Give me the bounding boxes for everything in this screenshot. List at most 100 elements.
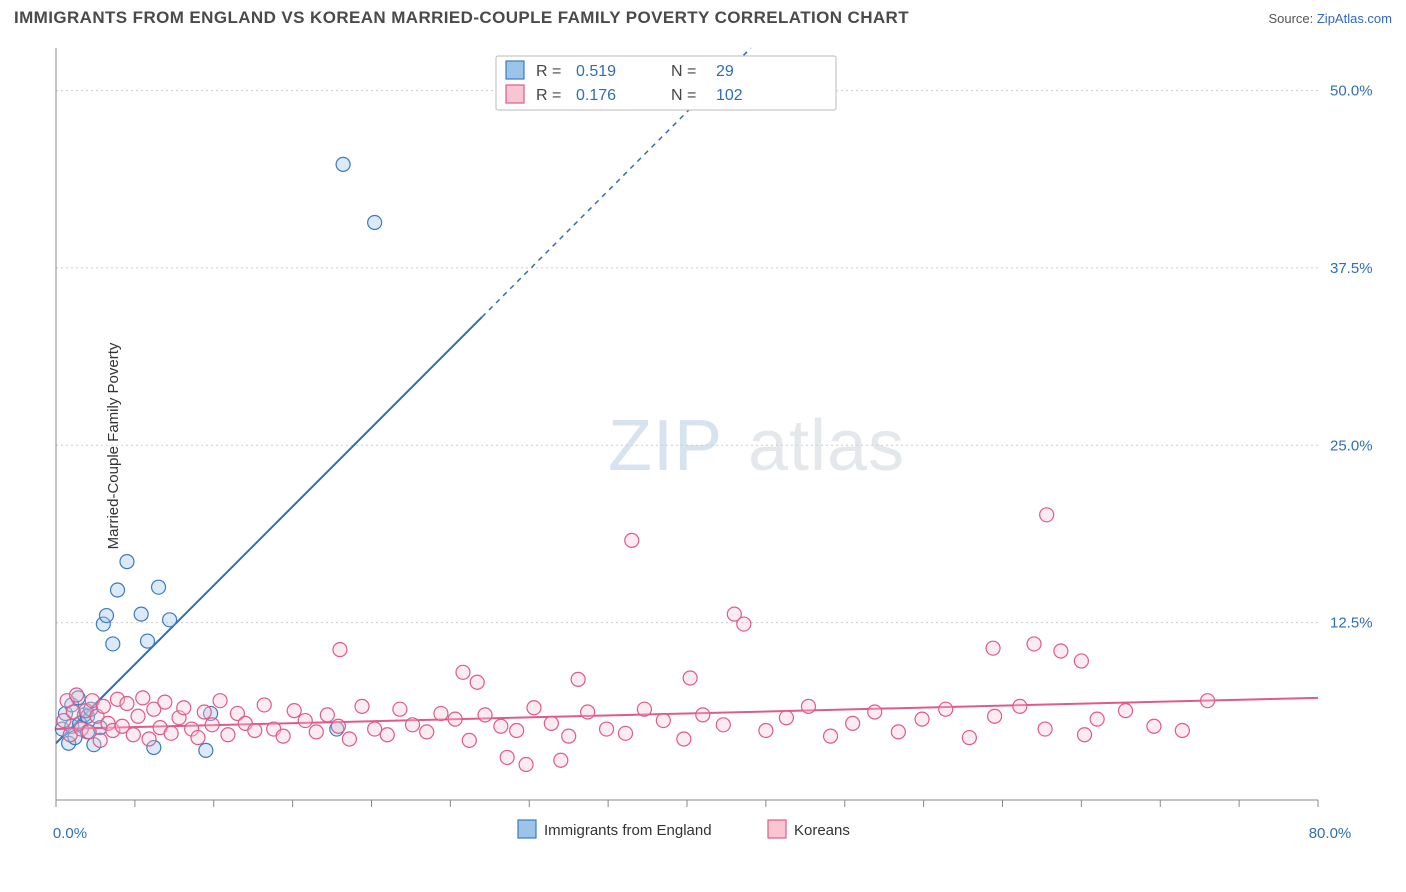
data-point <box>287 704 301 718</box>
data-point <box>434 706 448 720</box>
data-point <box>625 533 639 547</box>
data-point <box>1090 712 1104 726</box>
data-point <box>868 705 882 719</box>
data-point <box>320 708 334 722</box>
watermark-atlas: atlas <box>748 406 905 486</box>
data-point <box>257 698 271 712</box>
data-point <box>759 723 773 737</box>
data-point <box>618 726 632 740</box>
data-point <box>683 671 697 685</box>
legend-n-label: N = <box>671 87 696 104</box>
chart-title: IMMIGRANTS FROM ENGLAND VS KOREAN MARRIE… <box>14 8 909 28</box>
y-tick-label: 50.0% <box>1330 83 1373 100</box>
data-point <box>331 719 345 733</box>
data-point <box>456 665 470 679</box>
data-point <box>120 555 134 569</box>
legend-r-label: R = <box>536 87 561 104</box>
data-point <box>106 637 120 651</box>
data-point <box>554 753 568 767</box>
data-point <box>142 732 156 746</box>
x-min-label: 0.0% <box>53 825 87 842</box>
legend-swatch <box>768 820 786 838</box>
data-point <box>510 723 524 737</box>
data-point <box>1119 704 1133 718</box>
data-point <box>571 672 585 686</box>
data-point <box>988 709 1002 723</box>
data-point <box>779 711 793 725</box>
data-point <box>420 725 434 739</box>
data-point <box>1175 723 1189 737</box>
data-point <box>120 697 134 711</box>
data-point <box>164 726 178 740</box>
data-point <box>846 716 860 730</box>
data-point <box>93 733 107 747</box>
data-point <box>448 712 462 726</box>
data-point <box>677 732 691 746</box>
data-point <box>962 731 976 745</box>
legend-swatch <box>506 85 524 103</box>
data-point <box>336 157 350 171</box>
data-point <box>126 728 140 742</box>
legend-series-label: Immigrants from England <box>544 822 712 839</box>
legend-n-value: 102 <box>716 87 743 104</box>
data-point <box>355 699 369 713</box>
data-point <box>342 732 356 746</box>
data-point <box>500 750 514 764</box>
data-point <box>696 708 710 722</box>
data-point <box>248 723 262 737</box>
data-point <box>393 702 407 716</box>
data-point <box>152 580 166 594</box>
data-point <box>1054 644 1068 658</box>
legend-r-label: R = <box>536 63 561 80</box>
trend-line <box>56 317 482 743</box>
data-point <box>96 699 110 713</box>
data-point <box>136 691 150 705</box>
data-point <box>199 743 213 757</box>
data-point <box>368 216 382 230</box>
data-point <box>298 714 312 728</box>
data-point <box>1078 728 1092 742</box>
data-point <box>562 729 576 743</box>
data-point <box>213 694 227 708</box>
data-point <box>470 675 484 689</box>
data-point <box>99 609 113 623</box>
data-point <box>163 613 177 627</box>
data-point <box>276 729 290 743</box>
data-point <box>478 708 492 722</box>
data-point <box>600 722 614 736</box>
legend-swatch <box>506 61 524 79</box>
data-point <box>333 643 347 657</box>
legend-r-value: 0.519 <box>576 63 616 80</box>
data-point <box>1027 637 1041 651</box>
data-point <box>177 701 191 715</box>
data-point <box>158 695 172 709</box>
data-point <box>191 731 205 745</box>
source-prefix: Source: <box>1268 11 1316 26</box>
legend-n-value: 29 <box>716 63 734 80</box>
source-link[interactable]: ZipAtlas.com <box>1317 11 1392 26</box>
data-point <box>824 729 838 743</box>
y-tick-label: 37.5% <box>1330 260 1373 277</box>
data-point <box>494 719 508 733</box>
data-point <box>1038 722 1052 736</box>
data-point <box>134 607 148 621</box>
source-attribution: Source: ZipAtlas.com <box>1268 11 1392 26</box>
data-point <box>131 709 145 723</box>
data-point <box>637 702 651 716</box>
data-point <box>737 617 751 631</box>
legend-series-label: Koreans <box>794 822 850 839</box>
y-tick-label: 12.5% <box>1330 615 1373 632</box>
data-point <box>221 728 235 742</box>
watermark-zip: ZIP <box>608 406 723 486</box>
data-point <box>70 688 84 702</box>
data-point <box>368 722 382 736</box>
data-point <box>939 702 953 716</box>
data-point <box>111 583 125 597</box>
legend-swatch <box>518 820 536 838</box>
data-point <box>1013 699 1027 713</box>
data-point <box>205 718 219 732</box>
data-point <box>140 634 154 648</box>
data-point <box>656 714 670 728</box>
data-point <box>915 712 929 726</box>
data-point <box>1147 719 1161 733</box>
